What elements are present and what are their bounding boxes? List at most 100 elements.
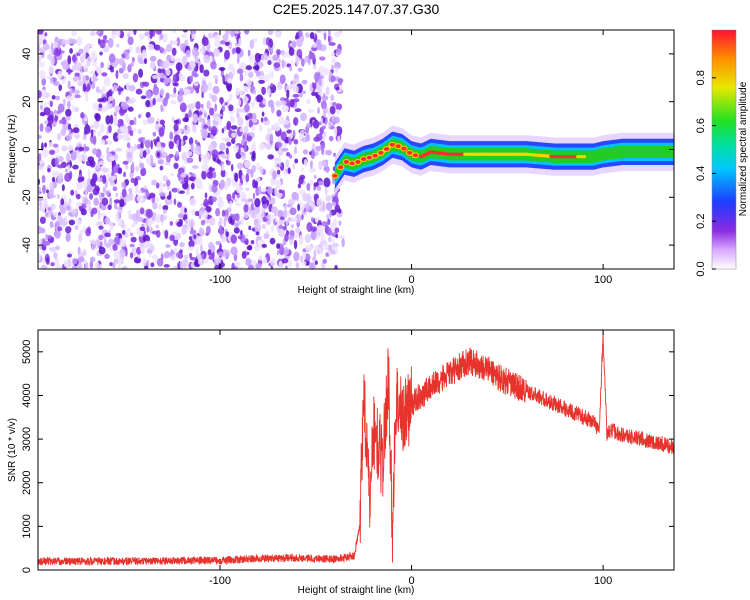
noise-point — [297, 203, 300, 212]
noise-point — [115, 212, 119, 222]
noise-point — [176, 201, 183, 208]
noise-point — [243, 210, 250, 219]
noise-point — [334, 31, 341, 38]
noise-point — [202, 202, 209, 207]
noise-point — [169, 172, 175, 177]
noise-point — [135, 88, 143, 95]
noise-point — [92, 61, 98, 67]
noise-point — [92, 187, 100, 196]
noise-point — [275, 141, 283, 149]
noise-point — [295, 192, 300, 202]
noise-point — [316, 197, 324, 208]
noise-point — [278, 224, 284, 230]
noise-point — [38, 135, 42, 139]
noise-point — [175, 151, 179, 158]
noise-point — [108, 125, 112, 134]
noise-point — [244, 103, 250, 113]
noise-point — [64, 172, 72, 182]
noise-point — [302, 248, 307, 253]
noise-point — [297, 67, 303, 72]
noise-point — [267, 99, 275, 108]
noise-point — [98, 246, 106, 255]
noise-point — [330, 94, 335, 101]
signal-core-blob — [394, 143, 402, 150]
noise-point — [283, 209, 288, 219]
noise-point — [100, 154, 105, 160]
noise-point — [313, 174, 317, 179]
noise-point — [211, 149, 219, 159]
noise-point — [140, 140, 144, 150]
noise-point — [64, 116, 71, 121]
noise-point — [224, 41, 230, 47]
noise-point — [151, 254, 159, 260]
spectrogram-x-tick-label: -100 — [209, 274, 231, 286]
noise-point — [285, 265, 288, 269]
noise-point — [70, 132, 78, 138]
noise-point — [295, 38, 303, 48]
noise-point — [240, 139, 245, 147]
noise-point — [179, 102, 187, 113]
noise-point — [164, 229, 169, 240]
noise-point — [152, 86, 160, 96]
noise-point — [190, 209, 196, 215]
noise-point — [334, 67, 339, 74]
noise-point — [208, 144, 214, 151]
noise-point — [45, 233, 48, 241]
noise-point — [173, 247, 177, 253]
noise-point — [316, 185, 322, 191]
noise-point — [191, 30, 196, 34]
noise-point — [128, 45, 133, 53]
noise-point — [87, 83, 91, 90]
noise-point — [201, 103, 204, 109]
noise-point — [328, 135, 334, 142]
noise-point — [287, 259, 293, 268]
noise-point — [337, 78, 344, 84]
noise-point — [67, 123, 72, 131]
noise-point — [112, 186, 118, 192]
noise-point — [309, 178, 314, 187]
noise-point — [69, 88, 73, 96]
noise-point — [260, 117, 264, 123]
noise-point — [234, 172, 239, 183]
noise-point — [101, 72, 108, 77]
noise-point — [131, 161, 135, 172]
noise-point — [255, 231, 260, 236]
noise-point — [152, 131, 157, 137]
noise-point — [191, 165, 199, 169]
noise-point — [299, 129, 305, 135]
noise-point — [121, 230, 126, 235]
noise-point — [96, 162, 100, 170]
noise-point — [84, 124, 91, 135]
noise-point — [270, 257, 277, 267]
noise-point — [312, 82, 317, 89]
noise-point — [330, 249, 337, 255]
noise-point — [248, 83, 251, 89]
noise-point — [169, 221, 174, 226]
noise-point — [258, 142, 266, 151]
noise-point — [191, 33, 196, 40]
noise-point — [160, 104, 164, 113]
noise-point — [77, 262, 83, 269]
noise-point — [90, 30, 96, 36]
noise-point — [292, 162, 296, 170]
noise-point — [327, 34, 331, 44]
noise-point — [269, 237, 276, 245]
noise-point — [175, 57, 181, 63]
noise-point — [66, 95, 74, 101]
noise-point — [339, 30, 342, 34]
noise-point — [129, 232, 134, 237]
noise-point — [67, 55, 72, 65]
noise-point — [65, 133, 73, 141]
noise-point — [128, 187, 133, 193]
noise-point — [145, 190, 150, 198]
noise-point — [169, 198, 173, 205]
noise-point — [173, 162, 179, 170]
signal-core-blob — [411, 152, 420, 159]
noise-point — [78, 146, 85, 152]
signal-core-blob — [336, 164, 345, 171]
noise-point — [92, 53, 98, 60]
noise-point — [107, 62, 110, 69]
noise-point — [251, 150, 256, 159]
noise-point — [73, 123, 80, 129]
